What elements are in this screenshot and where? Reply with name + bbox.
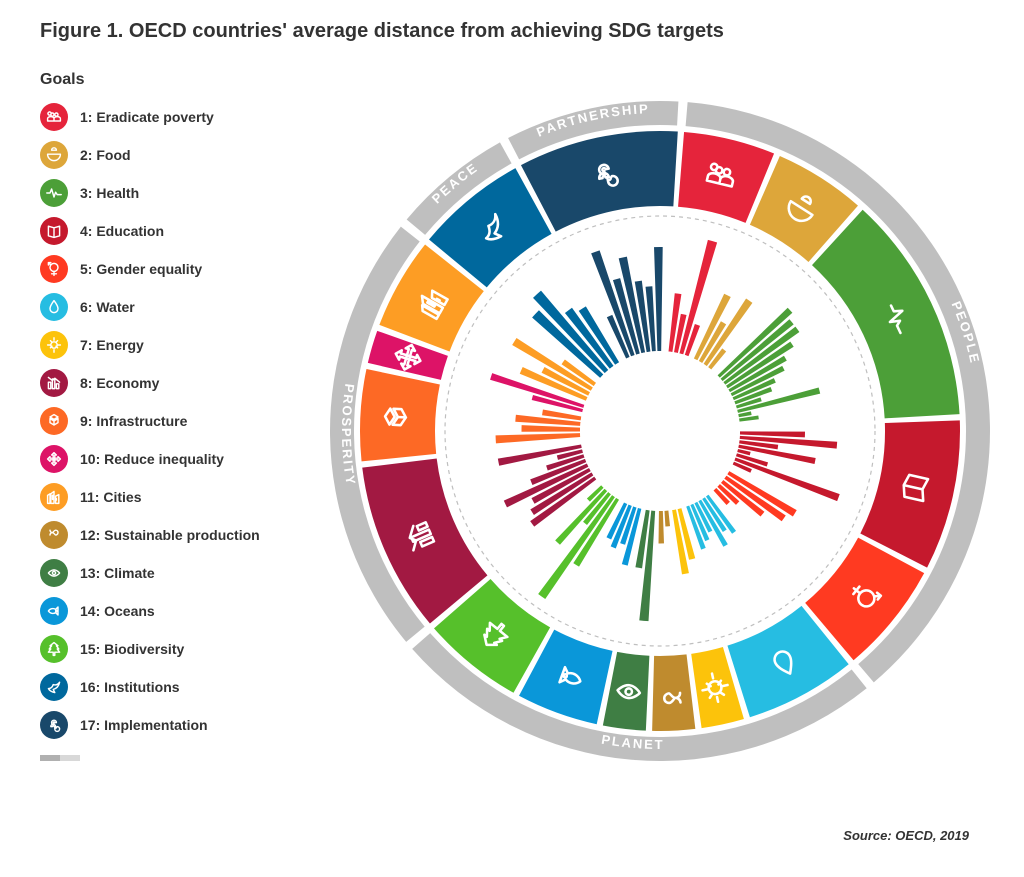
legend-item-11: 11: Cities [40, 483, 300, 511]
sdg-10-icon [46, 451, 62, 467]
legend-swatch-11 [40, 483, 68, 511]
legend-item-16: 16: Institutions [40, 673, 300, 701]
legend-swatch-17 [40, 711, 68, 739]
sdg-17-icon [46, 717, 62, 733]
bar-g1-2 [679, 240, 717, 355]
sdg-6-icon [46, 299, 62, 315]
figure-title: Figure 1. OECD countries' average distan… [40, 20, 994, 43]
legend-item-7: 7: Energy [40, 331, 300, 359]
sdg-9-icon [46, 413, 62, 429]
sdg-14-icon [46, 603, 62, 619]
legend-label-7: 7: Energy [80, 337, 144, 353]
legend-item-9: 9: Infrastructure [40, 407, 300, 435]
category-label-prosperity: PROSPERITY [339, 383, 359, 487]
sdg-1-icon [46, 109, 62, 125]
bar-g12-1 [659, 511, 664, 544]
legend-swatch-9 [40, 407, 68, 435]
legend-label-10: 10: Reduce inequality [80, 451, 224, 467]
legend-item-13: 13: Climate [40, 559, 300, 587]
source-citation: Source: OECD, 2019 [843, 828, 969, 843]
sdg-11-icon [46, 489, 62, 505]
radial-chart: PEOPLEPLANETPROSPERITYPEACEPARTNERSHIP [300, 71, 1020, 791]
center-hole [580, 351, 740, 511]
legend-swatch-16 [40, 673, 68, 701]
legend-item-6: 6: Water [40, 293, 300, 321]
legend-swatch-5 [40, 255, 68, 283]
legend-title: Goals [40, 71, 300, 89]
legend-swatch-4 [40, 217, 68, 245]
goal-sector-3 [812, 210, 960, 419]
legend-swatch-10 [40, 445, 68, 473]
legend-item-14: 14: Oceans [40, 597, 300, 625]
legend-item-4: 4: Education [40, 217, 300, 245]
legend-label-16: 16: Institutions [80, 679, 180, 695]
goal-sector-12 [652, 654, 695, 731]
legend-label-15: 15: Biodiversity [80, 641, 184, 657]
legend-label-3: 3: Health [80, 185, 139, 201]
legend-swatch-13 [40, 559, 68, 587]
legend-item-10: 10: Reduce inequality [40, 445, 300, 473]
sdg-4-icon [46, 223, 62, 239]
legend-label-11: 11: Cities [80, 489, 141, 505]
legend-swatch-14 [40, 597, 68, 625]
sdg-15-icon [46, 641, 62, 657]
legend-label-1: 1: Eradicate poverty [80, 109, 214, 125]
legend-label-13: 13: Climate [80, 565, 155, 581]
bar-g12-0 [665, 511, 671, 527]
figure-container: Figure 1. OECD countries' average distan… [0, 0, 1024, 877]
legend-list: 1: Eradicate poverty 2: Food 3: Health 4: E… [40, 103, 300, 739]
legend-swatch-8 [40, 369, 68, 397]
legend-item-17: 17: Implementation [40, 711, 300, 739]
bar-g9-1 [522, 425, 581, 432]
legend-swatch-6 [40, 293, 68, 321]
legend-item-15: 15: Biodiversity [40, 635, 300, 663]
legend-item-5: 5: Gender equality [40, 255, 300, 283]
sdg-16-icon [46, 679, 62, 695]
legend-swatch-2 [40, 141, 68, 169]
bar-g9-0 [496, 433, 581, 443]
legend-rule [40, 755, 80, 761]
sdg-2-icon [46, 147, 62, 163]
legend-swatch-3 [40, 179, 68, 207]
sdg-7-icon [46, 337, 62, 353]
bar-g17-6 [654, 247, 663, 351]
legend-label-14: 14: Oceans [80, 603, 155, 619]
legend-panel: Goals 1: Eradicate poverty 2: Food 3: Heal… [40, 71, 300, 761]
bar-g6-2 [698, 500, 727, 547]
legend-item-2: 2: Food [40, 141, 300, 169]
figure-content: Goals 1: Eradicate poverty 2: Food 3: Heal… [40, 71, 994, 791]
sdg-8-icon [46, 375, 62, 391]
legend-label-4: 4: Education [80, 223, 164, 239]
legend-label-17: 17: Implementation [80, 717, 208, 733]
sdg-3-icon [46, 185, 62, 201]
legend-swatch-15 [40, 635, 68, 663]
chart-area: PEOPLEPLANETPROSPERITYPEACEPARTNERSHIP [300, 71, 1020, 791]
legend-label-5: 5: Gender equality [80, 261, 202, 277]
legend-label-9: 9: Infrastructure [80, 413, 187, 429]
legend-swatch-12 [40, 521, 68, 549]
legend-item-12: 12: Sustainable production [40, 521, 300, 549]
legend-item-8: 8: Economy [40, 369, 300, 397]
legend-label-8: 8: Economy [80, 375, 159, 391]
goal-sector-9 [360, 369, 440, 461]
legend-swatch-7 [40, 331, 68, 359]
sdg-12-icon [46, 527, 62, 543]
legend-swatch-1 [40, 103, 68, 131]
sdg-13-icon [46, 565, 62, 581]
legend-label-6: 6: Water [80, 299, 135, 315]
legend-label-2: 2: Food [80, 147, 131, 163]
legend-label-12: 12: Sustainable production [80, 527, 260, 543]
legend-item-1: 1: Eradicate poverty [40, 103, 300, 131]
legend-item-3: 3: Health [40, 179, 300, 207]
sdg-5-icon [46, 261, 62, 277]
